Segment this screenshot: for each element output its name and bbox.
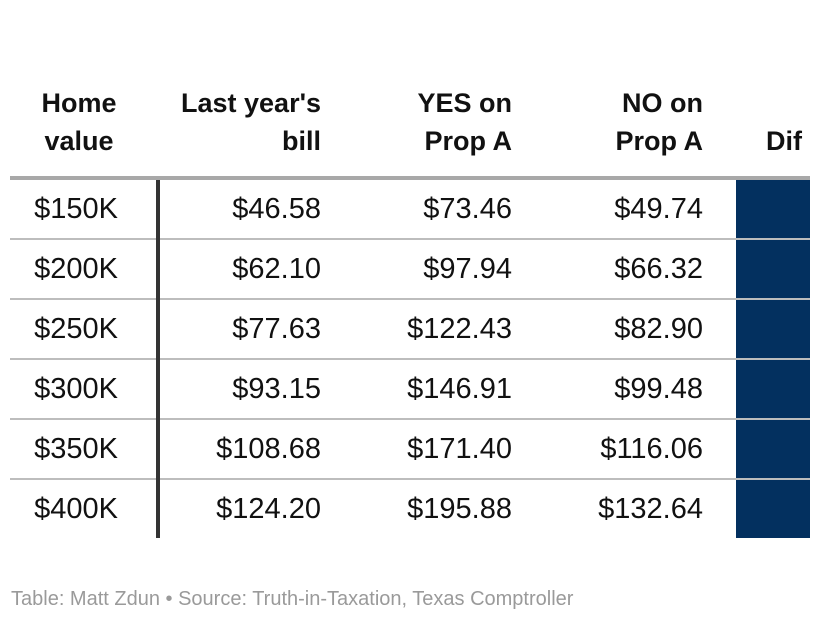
table-cell: $124.20 (216, 493, 321, 525)
table-cell: $195.88 (407, 493, 512, 525)
row-rule (10, 298, 810, 300)
table-cell: $97.94 (423, 253, 512, 285)
table-cell: $66.32 (614, 253, 703, 285)
table-cell: $108.68 (216, 433, 321, 465)
row-rule (10, 238, 810, 240)
row-rule (10, 358, 810, 360)
column-divider (156, 180, 160, 538)
table-cell: $200K (34, 253, 118, 285)
table-cell: $350K (34, 433, 118, 465)
table-cell: $93.15 (232, 373, 321, 405)
table-cell: $77.63 (232, 313, 321, 345)
header-cell: YES on Prop A (417, 88, 512, 156)
table-cell: $62.10 (232, 253, 321, 285)
table-cell: $171.40 (407, 433, 512, 465)
table-cell: $116.06 (600, 433, 703, 465)
table-cell: $49.74 (614, 193, 703, 225)
table-cell: $73.46 (423, 193, 512, 225)
header-rule (10, 176, 810, 180)
header-row: Home value Last year's bill YES on Prop … (0, 40, 810, 160)
table-cell: $82.90 (614, 313, 703, 345)
table-cell: $132.64 (598, 493, 703, 525)
row-rule (10, 418, 810, 420)
table-cell: $150K (34, 193, 118, 225)
table-cell: $400K (34, 493, 118, 525)
table: Home value Last year's bill YES on Prop … (0, 40, 810, 538)
table-cell: $146.91 (407, 373, 512, 405)
table-cell: $99.48 (614, 373, 703, 405)
header-cell: Last year's bill (181, 88, 322, 156)
footer: Table: Matt Zdun • Source: Truth-in-Taxa… (11, 588, 574, 610)
table-cell: $46.58 (232, 193, 321, 225)
table-cell: $122.43 (407, 313, 512, 345)
table-cell: $250K (34, 313, 118, 345)
header-cell: Dif (766, 126, 802, 156)
row-rule (10, 478, 810, 480)
header-cell: NO on Prop A (615, 88, 704, 156)
table-cell: $300K (34, 373, 118, 405)
header-cell: Home value (41, 88, 117, 156)
